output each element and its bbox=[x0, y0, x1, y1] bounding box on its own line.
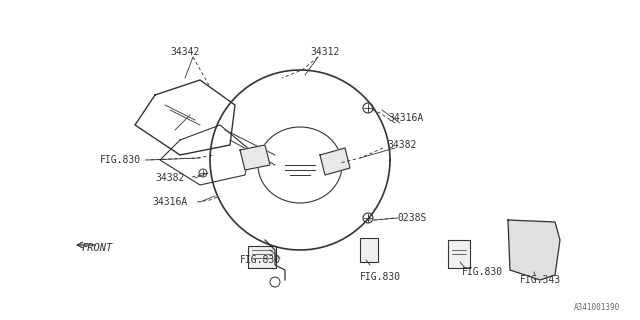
Text: FIG.830: FIG.830 bbox=[240, 255, 281, 265]
Text: FIG.830: FIG.830 bbox=[360, 272, 401, 282]
Text: FIG.343: FIG.343 bbox=[520, 275, 561, 285]
Polygon shape bbox=[320, 148, 350, 175]
Text: FIG.830: FIG.830 bbox=[100, 155, 141, 165]
Polygon shape bbox=[508, 220, 560, 280]
FancyBboxPatch shape bbox=[448, 240, 470, 268]
Text: FIG.830: FIG.830 bbox=[462, 267, 503, 277]
Text: A341001390: A341001390 bbox=[573, 303, 620, 312]
Polygon shape bbox=[240, 145, 270, 170]
FancyBboxPatch shape bbox=[248, 246, 276, 268]
Text: 34316A: 34316A bbox=[388, 113, 423, 123]
Text: 34312: 34312 bbox=[310, 47, 339, 57]
Text: 34382: 34382 bbox=[155, 173, 184, 183]
Text: 0238S: 0238S bbox=[397, 213, 426, 223]
Text: 34342: 34342 bbox=[170, 47, 200, 57]
FancyBboxPatch shape bbox=[360, 238, 378, 262]
Text: FRONT: FRONT bbox=[82, 243, 113, 253]
Text: 34316A: 34316A bbox=[152, 197, 188, 207]
Text: 34382: 34382 bbox=[387, 140, 417, 150]
